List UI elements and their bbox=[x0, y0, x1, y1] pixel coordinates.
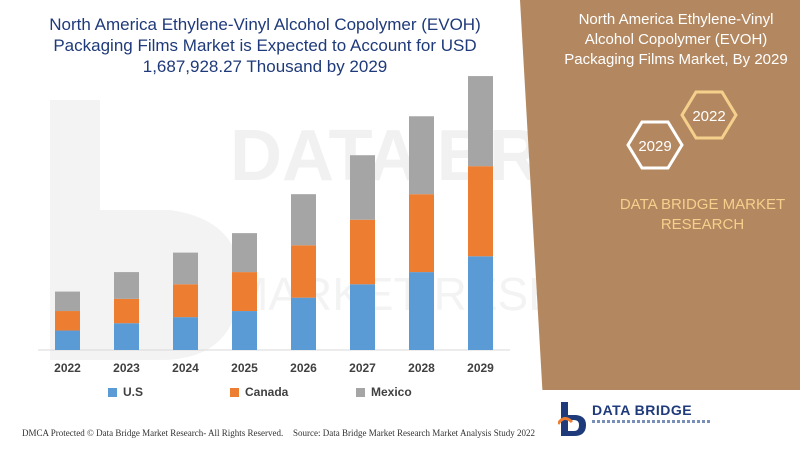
legend-item-mexico: Mexico bbox=[356, 385, 412, 399]
bar-2029-canada bbox=[468, 166, 493, 257]
legend-item-us: U.S bbox=[108, 385, 143, 399]
x-tick-label-2023: 2023 bbox=[113, 361, 140, 375]
logo-icon bbox=[558, 402, 586, 436]
bar-2025-canada bbox=[232, 272, 257, 312]
hex-year-2022: 2022 bbox=[692, 108, 725, 125]
x-tick-label-2027: 2027 bbox=[349, 361, 376, 375]
bar-2027-canada bbox=[350, 219, 375, 285]
footer-source: Source: Data Bridge Market Research Mark… bbox=[293, 428, 535, 438]
stacked-bar-chart: 2022 2023 2024 2025 2026 2027 2028 2029 bbox=[38, 76, 510, 375]
x-tick-label-2028: 2028 bbox=[408, 361, 435, 375]
hex-year-2029: 2029 bbox=[638, 138, 671, 155]
bar-2028-mexico bbox=[409, 116, 434, 195]
side-panel-brand: DATA BRIDGE MARKET RESEARCH bbox=[619, 196, 786, 233]
brand-logo: DATA BRIDGE bbox=[556, 398, 796, 442]
bar-2025-mexico bbox=[232, 233, 257, 273]
bar-2024-canada bbox=[173, 284, 198, 318]
x-tick-label-2024: 2024 bbox=[172, 361, 199, 375]
bar-2024-mexico bbox=[173, 252, 198, 285]
bar-2028-us bbox=[409, 272, 434, 350]
bar-2027-us bbox=[350, 284, 375, 350]
hexagon-2022 bbox=[680, 90, 738, 140]
legend-item-canada: Canada bbox=[230, 385, 288, 399]
hexagon-2029 bbox=[626, 120, 684, 170]
bar-2023-canada bbox=[114, 298, 139, 324]
legend-swatch bbox=[108, 387, 117, 397]
bar-2029-us bbox=[468, 256, 493, 350]
chart-title: North America Ethylene-Vinyl Alcohol Cop… bbox=[49, 15, 481, 76]
bar-2022-mexico bbox=[55, 291, 80, 312]
legend-label: Canada bbox=[245, 385, 289, 399]
legend-swatch bbox=[356, 387, 365, 397]
side-panel bbox=[520, 0, 800, 390]
logo-name: DATA BRIDGE bbox=[592, 402, 693, 418]
x-tick-label-2022: 2022 bbox=[54, 361, 81, 375]
bar-2023-us bbox=[114, 323, 139, 350]
bar-2026-us bbox=[291, 297, 316, 350]
footer-copyright: DMCA Protected © Data Bridge Market Rese… bbox=[22, 428, 284, 438]
x-tick-label-2025: 2025 bbox=[231, 361, 258, 375]
bar-2028-canada bbox=[409, 194, 434, 273]
bar-2024-us bbox=[173, 317, 198, 350]
x-tick-label-2029: 2029 bbox=[467, 361, 494, 375]
bar-2027-mexico bbox=[350, 155, 375, 220]
hexagon-years-graphic: 2022 2029 bbox=[626, 90, 738, 170]
bar-2026-canada bbox=[291, 245, 316, 298]
bar-2023-mexico bbox=[114, 272, 139, 299]
bar-2022-us bbox=[55, 330, 80, 350]
legend-label: U.S bbox=[123, 385, 144, 399]
bar-2025-us bbox=[232, 311, 257, 350]
bar-2022-canada bbox=[55, 311, 80, 331]
legend-label: Mexico bbox=[371, 385, 412, 399]
bar-2029-mexico bbox=[468, 76, 493, 167]
logo-tagline-bar bbox=[592, 420, 712, 423]
legend-swatch bbox=[230, 387, 239, 397]
side-panel-title: North America Ethylene-Vinyl Alcohol Cop… bbox=[564, 11, 788, 68]
x-tick-label-2026: 2026 bbox=[290, 361, 317, 375]
bar-2026-mexico bbox=[291, 194, 316, 246]
